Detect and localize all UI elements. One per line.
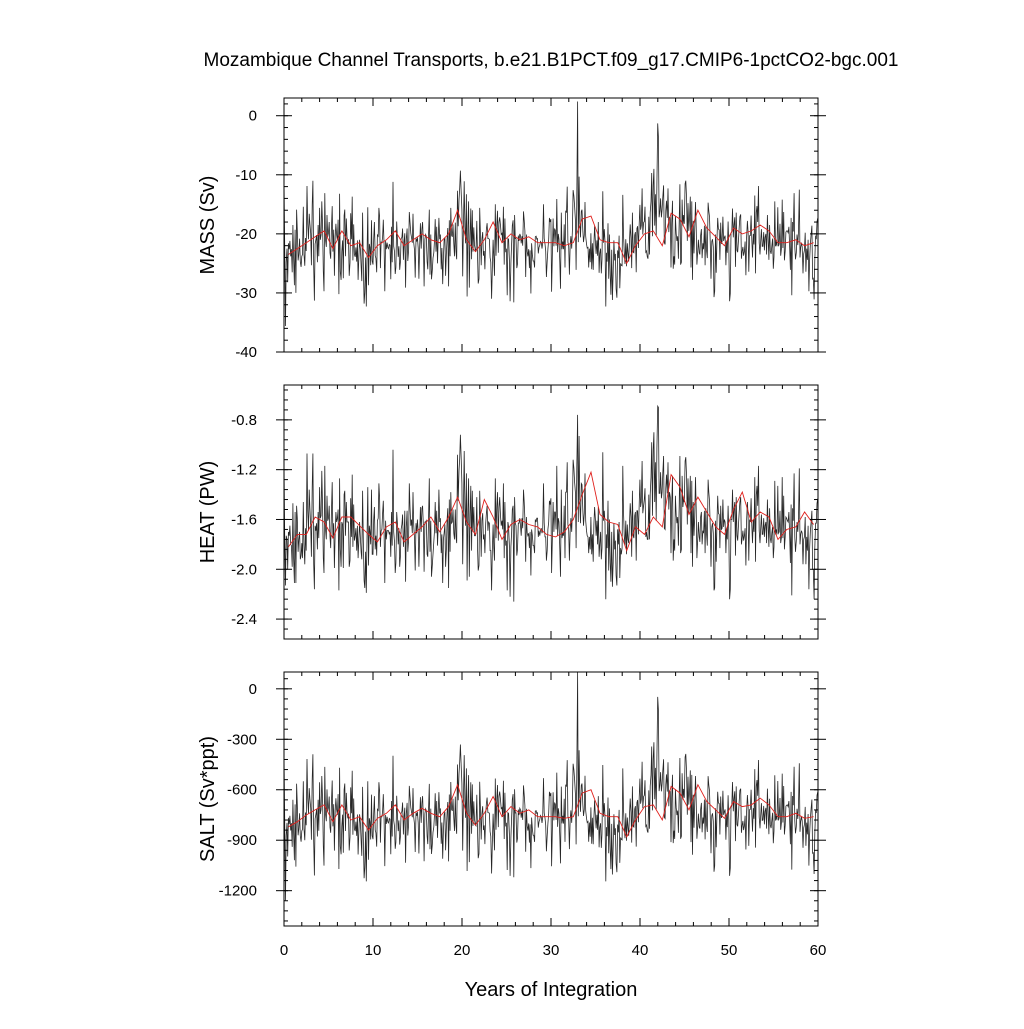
heat-y-axis-label: HEAT (PW) [197,461,219,564]
heat-y-tick-label: -1.2 [231,462,257,479]
x-tick-label: 30 [543,942,560,959]
x-tick-label: 50 [721,942,738,959]
mass-monthly-series [284,101,818,327]
x-tick-label: 10 [365,942,382,959]
salt-y-tick-label: -600 [227,782,257,799]
salt-y-tick-label: -900 [227,832,257,849]
salt-annual-series [288,783,814,838]
salt-y-axis-label: SALT (Sv*ppt) [197,736,219,862]
mass-y-axis-label: MASS (Sv) [197,176,219,275]
x-axis-label: Years of Integration [465,979,638,1001]
salt-y-tick-label: -300 [227,731,257,748]
x-tick-label: 60 [810,942,827,959]
mass-y-tick-label: 0 [249,108,257,125]
salt-y-tick-label: -1200 [219,883,257,900]
salt-y-tick-label: 0 [249,681,257,698]
heat-y-tick-label: -1.6 [231,511,257,528]
heat-annual-series [288,470,814,552]
salt-panel: 0 -300 -600 -900 -1200 SALT (Sv*ppt) 0 10 20 30 40… [197,671,827,959]
mass-annual-series [288,208,814,265]
salt-monthly-series [284,672,818,901]
heat-y-tick-label: -2.0 [231,561,257,578]
mass-y-tick-label: -10 [235,167,257,184]
x-tick-label: 0 [280,942,288,959]
heat-monthly-series [284,404,818,602]
heat-panel: -0.8 -1.2 -1.6 -2.0 -2.4 HEAT (PW) [197,384,826,640]
chart-panels: 0 -10 -20 -30 -40 MASS (Sv) -0.8 -1.2 -1.6 -2.0 -2… [197,97,827,959]
x-tick-label: 40 [632,942,649,959]
heat-y-tick-label: -2.4 [231,611,257,628]
x-tick-label: 20 [454,942,471,959]
mass-y-tick-label: -40 [235,344,257,361]
mass-panel: 0 -10 -20 -30 -40 MASS (Sv) [197,97,826,361]
heat-y-tick-label: -0.8 [231,412,257,429]
chart-title: Mozambique Channel Transports, b.e21.B1P… [204,50,899,71]
mass-y-tick-label: -20 [235,226,257,243]
mass-y-tick-label: -30 [235,285,257,302]
